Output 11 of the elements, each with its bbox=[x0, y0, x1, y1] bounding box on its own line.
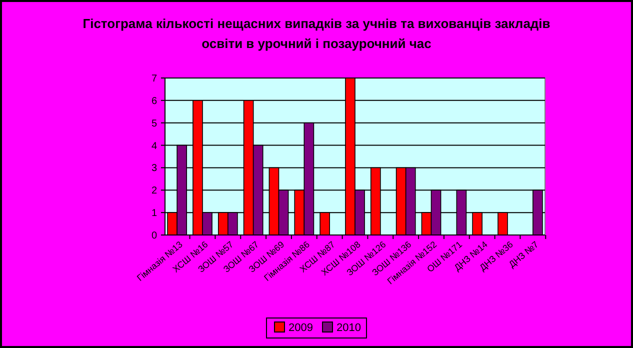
y-tick-label: 6 bbox=[151, 96, 158, 107]
y-tick-label: 5 bbox=[151, 118, 158, 130]
y-tick-label: 3 bbox=[151, 163, 158, 174]
y-tick-label: 1 bbox=[151, 208, 158, 220]
legend-label: 2009 bbox=[288, 322, 313, 334]
chart-title: Гістограма кількості нещасних випадків за учнів та вихованців закладів освіти в урочний і позаурочний час bbox=[82, 16, 550, 51]
y-tick-label: 4 bbox=[151, 140, 158, 152]
y-tick-label: 2 bbox=[151, 186, 158, 197]
y-tick-label: 0 bbox=[151, 230, 158, 242]
y-tick-label: 7 bbox=[151, 74, 158, 84]
legend-label: 2010 bbox=[336, 322, 361, 334]
